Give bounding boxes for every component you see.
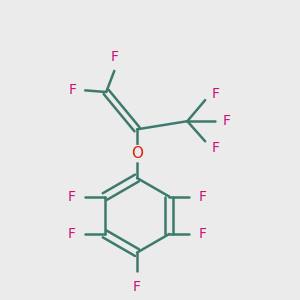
Text: F: F [133, 280, 141, 294]
Text: F: F [223, 114, 231, 128]
Text: F: F [68, 227, 76, 241]
Text: F: F [199, 227, 206, 241]
Text: F: F [212, 141, 220, 155]
Text: F: F [212, 87, 220, 100]
Text: F: F [199, 190, 206, 204]
Text: F: F [110, 50, 118, 64]
Text: O: O [131, 146, 143, 161]
Text: F: F [69, 83, 77, 98]
Text: F: F [68, 190, 76, 204]
